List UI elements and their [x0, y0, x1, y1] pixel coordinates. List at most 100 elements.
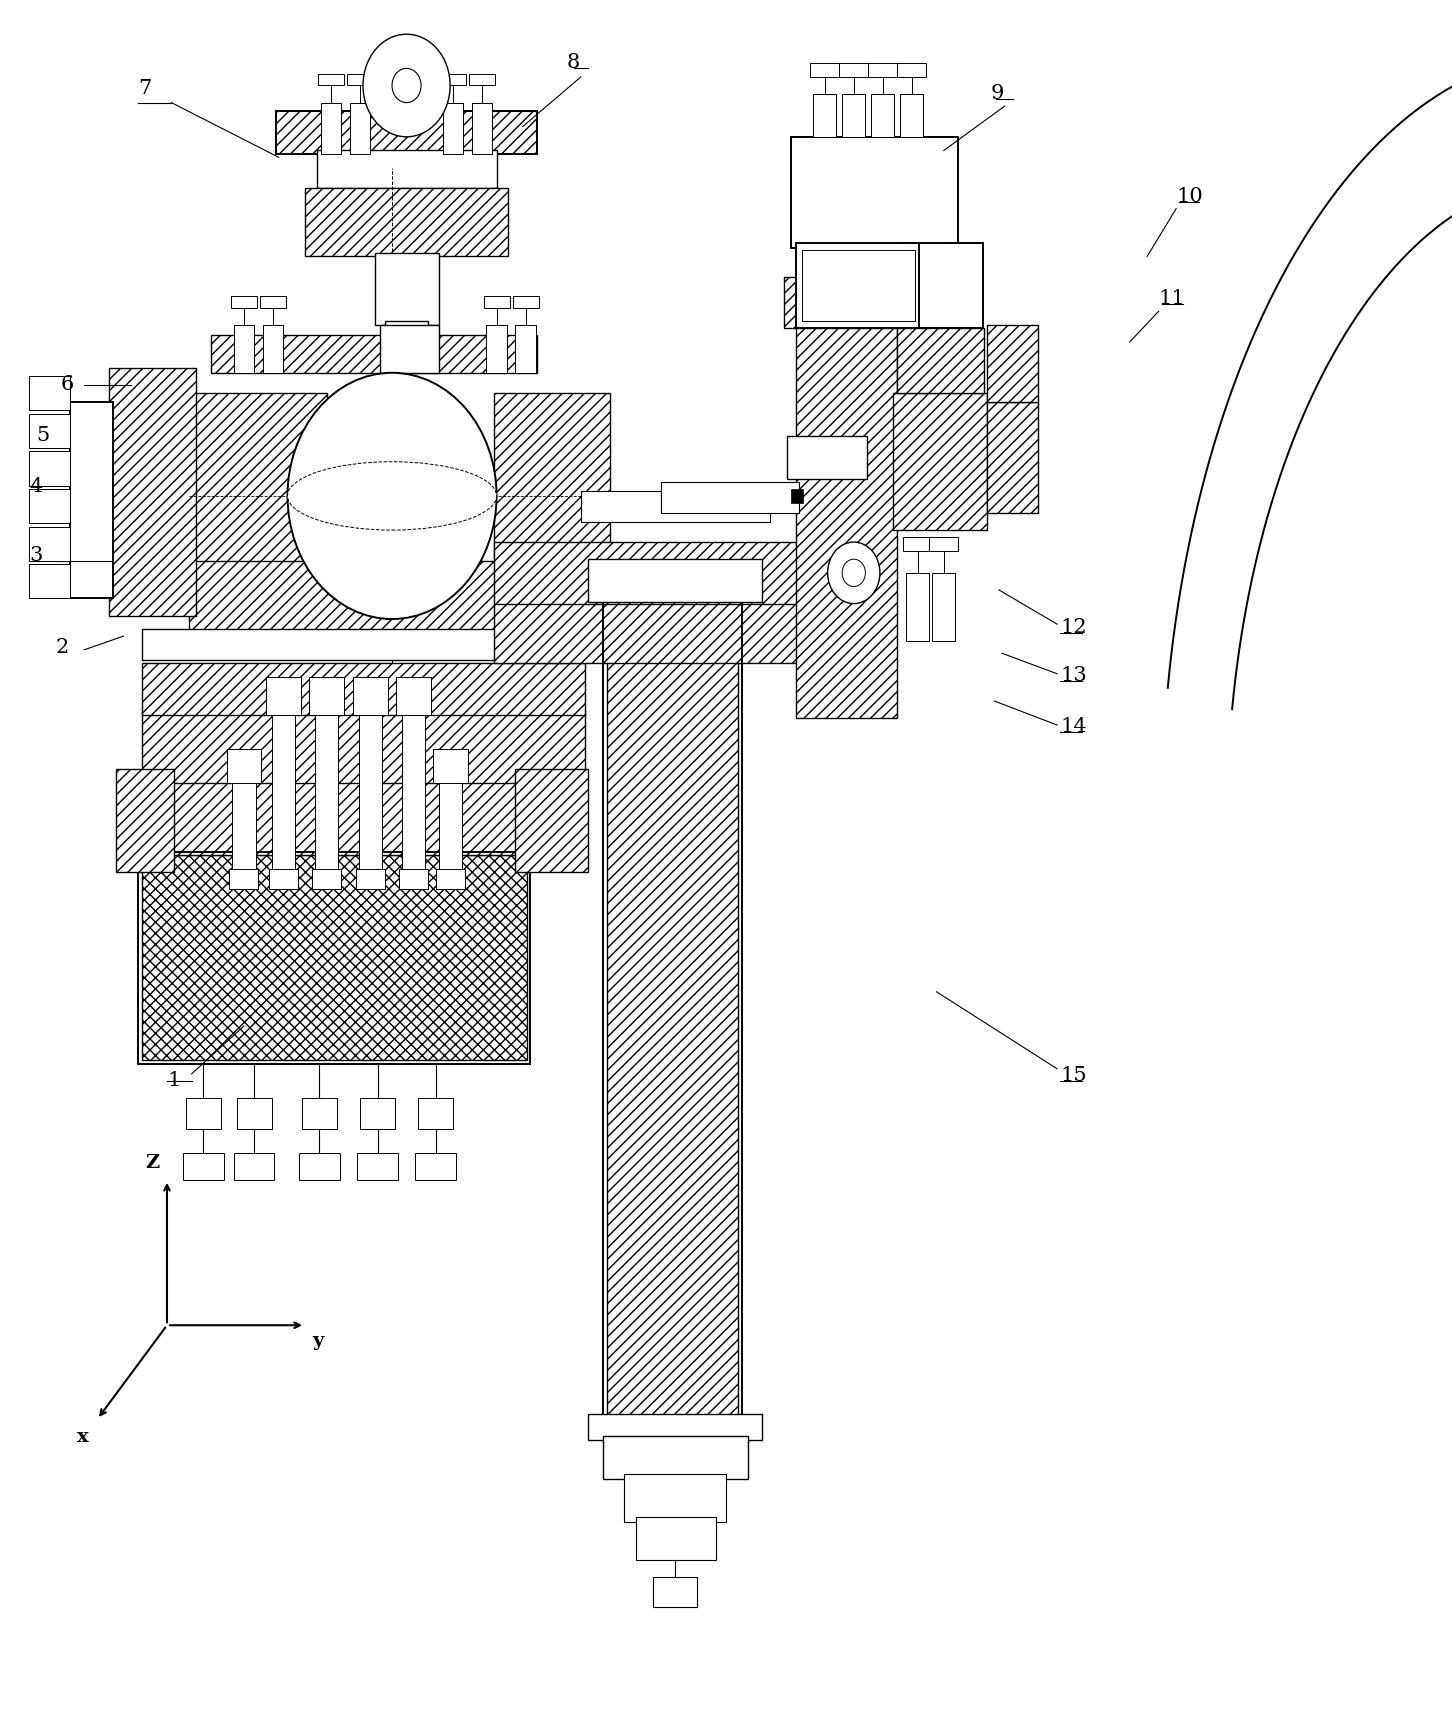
Text: 15: 15: [1060, 1065, 1086, 1084]
Bar: [791, 137, 958, 248]
Bar: [588, 559, 762, 602]
Bar: [987, 402, 1038, 513]
Bar: [142, 710, 585, 787]
Bar: [987, 325, 1038, 402]
Bar: [486, 325, 507, 373]
Bar: [903, 243, 983, 328]
Bar: [231, 296, 257, 308]
Text: y: y: [312, 1332, 324, 1349]
Bar: [29, 414, 70, 448]
Bar: [443, 103, 463, 154]
Bar: [272, 710, 295, 872]
Bar: [260, 296, 286, 308]
Bar: [29, 489, 70, 523]
Text: 8: 8: [566, 53, 579, 72]
Bar: [868, 63, 897, 77]
Bar: [603, 1436, 748, 1479]
Text: 5: 5: [36, 426, 49, 445]
Bar: [309, 677, 344, 715]
Bar: [142, 663, 585, 715]
Bar: [906, 573, 929, 641]
Bar: [802, 250, 915, 321]
Bar: [433, 749, 468, 783]
Bar: [494, 542, 806, 607]
Text: 11: 11: [1159, 289, 1185, 308]
Bar: [276, 111, 537, 154]
Bar: [183, 1153, 224, 1180]
Bar: [581, 491, 770, 522]
Bar: [353, 677, 388, 715]
Bar: [318, 74, 344, 86]
Text: 7: 7: [138, 79, 151, 97]
Text: 1: 1: [167, 1070, 180, 1089]
Bar: [396, 677, 431, 715]
Bar: [299, 1153, 340, 1180]
Bar: [796, 325, 897, 718]
Bar: [810, 63, 839, 77]
Bar: [360, 1098, 395, 1129]
Bar: [142, 855, 527, 1060]
Bar: [357, 1153, 398, 1180]
Bar: [893, 393, 987, 530]
Bar: [380, 325, 439, 373]
Bar: [234, 1153, 274, 1180]
Bar: [897, 328, 984, 393]
Bar: [29, 564, 70, 598]
Bar: [138, 852, 530, 1064]
Bar: [806, 243, 944, 274]
Bar: [932, 573, 955, 641]
Bar: [385, 321, 428, 359]
Circle shape: [363, 34, 450, 137]
Bar: [109, 368, 196, 616]
Bar: [321, 103, 341, 154]
Bar: [839, 63, 868, 77]
Bar: [636, 1517, 716, 1560]
Bar: [871, 94, 894, 137]
Bar: [796, 142, 955, 245]
Bar: [607, 598, 738, 1419]
Bar: [472, 103, 492, 154]
Bar: [375, 253, 439, 325]
Bar: [356, 869, 385, 889]
Text: 9: 9: [990, 84, 1003, 103]
Bar: [302, 1098, 337, 1129]
Bar: [494, 604, 806, 663]
Bar: [469, 74, 495, 86]
Text: 14: 14: [1060, 716, 1086, 735]
Text: 10: 10: [1176, 186, 1202, 205]
Circle shape: [842, 559, 865, 587]
Bar: [791, 489, 803, 503]
Bar: [116, 770, 174, 872]
Circle shape: [828, 542, 880, 604]
Bar: [624, 1474, 726, 1522]
Bar: [494, 393, 610, 564]
Bar: [929, 537, 958, 551]
Bar: [29, 376, 70, 410]
Bar: [317, 150, 497, 188]
Bar: [813, 94, 836, 137]
Circle shape: [287, 373, 497, 619]
Bar: [653, 1577, 697, 1607]
Text: Z: Z: [145, 1154, 160, 1171]
Bar: [142, 783, 585, 855]
Bar: [142, 629, 585, 660]
Bar: [588, 1414, 762, 1440]
Bar: [315, 710, 338, 872]
Text: 13: 13: [1060, 665, 1086, 684]
Bar: [269, 869, 298, 889]
Bar: [900, 94, 923, 137]
Bar: [227, 749, 261, 783]
Bar: [70, 402, 113, 598]
Bar: [903, 537, 932, 551]
Bar: [661, 482, 799, 513]
Bar: [787, 436, 867, 479]
Text: 3: 3: [29, 545, 42, 564]
Bar: [436, 869, 465, 889]
Bar: [515, 770, 588, 872]
Bar: [266, 677, 301, 715]
Bar: [232, 761, 256, 872]
Bar: [399, 869, 428, 889]
Bar: [237, 1098, 272, 1129]
Bar: [211, 335, 537, 373]
Bar: [186, 1098, 221, 1129]
